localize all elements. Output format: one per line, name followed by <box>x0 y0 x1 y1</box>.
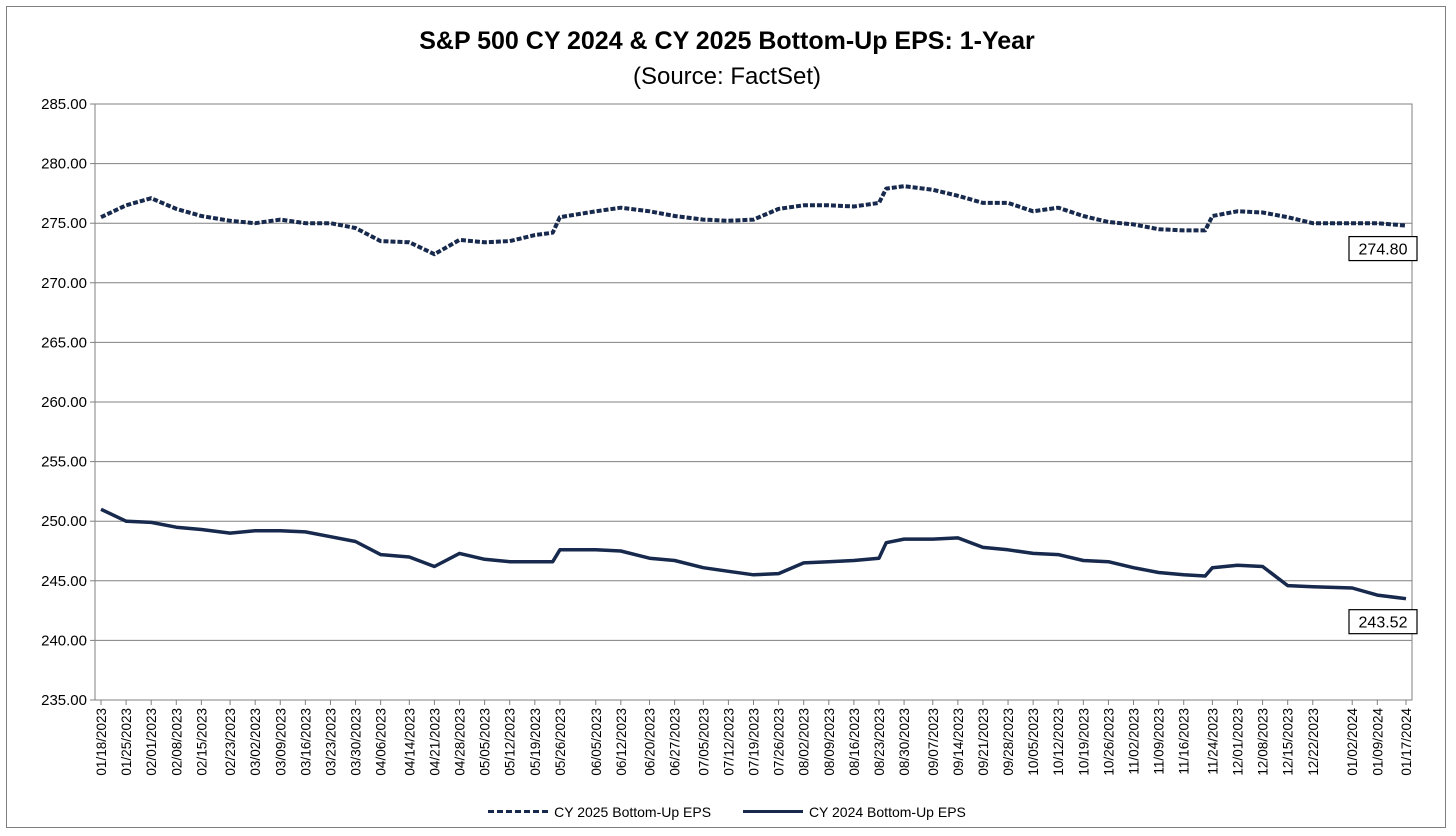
x-tick-label: 11/09/2023 <box>1152 708 1167 775</box>
x-tick-label: 02/23/2023 <box>223 708 238 776</box>
series-lines <box>100 184 1407 601</box>
series-line-cy2024 <box>100 507 1407 601</box>
x-tick-label: 04/06/2023 <box>374 708 389 776</box>
x-tick-label: 01/17/2024 <box>1399 708 1414 776</box>
x-tick-label: 06/27/2023 <box>668 708 683 776</box>
y-tick-label: 255.00 <box>41 454 87 471</box>
x-tick-label: 05/12/2023 <box>503 708 518 776</box>
x-tick-label: 11/24/2023 <box>1205 708 1220 775</box>
x-tick-label: 03/30/2023 <box>349 708 364 776</box>
x-tick-label: 11/16/2023 <box>1177 708 1192 775</box>
grid-lines <box>94 103 1413 701</box>
legend-label-cy2024: CY 2024 Bottom-Up EPS <box>808 803 966 820</box>
x-tick-label: 10/26/2023 <box>1101 708 1116 776</box>
x-tick-label: 06/20/2023 <box>643 708 658 776</box>
x-tick-label: 09/07/2023 <box>926 708 941 776</box>
x-tick-label: 01/09/2024 <box>1370 708 1385 776</box>
y-tick-label: 260.00 <box>41 394 87 411</box>
x-tick-label: 04/21/2023 <box>427 708 442 776</box>
y-tick-label: 265.00 <box>41 334 87 351</box>
x-tick-label: 11/02/2023 <box>1127 708 1142 775</box>
y-tick-label: 275.00 <box>41 215 87 232</box>
x-tick-label: 04/14/2023 <box>402 708 417 776</box>
legend-label-cy2025: CY 2025 Bottom-Up EPS <box>554 803 712 820</box>
y-tick-label: 250.00 <box>41 513 87 530</box>
chart-plot: 285.00 280.00 275.00 270.00 265.00 260.00 255.… <box>41 96 1418 776</box>
chart-subtitle: (Source: FactSet) <box>632 63 822 90</box>
x-tick-label: 12/15/2023 <box>1281 708 1296 776</box>
x-tick-label: 05/05/2023 <box>478 708 493 776</box>
y-tick-label: 280.00 <box>41 156 87 173</box>
end-value-label: 274.80 <box>1359 242 1408 259</box>
x-tick-label: 05/26/2023 <box>553 708 568 776</box>
x-tick-label: 02/01/2023 <box>144 708 159 776</box>
x-tick-label: 05/19/2023 <box>528 708 543 776</box>
end-label-box <box>1348 235 1418 262</box>
x-tick-label: 01/25/2023 <box>119 708 134 776</box>
x-tick-label: 08/16/2023 <box>847 708 862 776</box>
end-labels: 274.80 243.52 <box>1348 235 1418 635</box>
y-axis: 285.00 280.00 275.00 270.00 265.00 260.00 255.… <box>41 96 95 709</box>
chart-title: S&P 500 CY 2024 & CY 2025 Bottom-Up EPS:… <box>419 27 1035 55</box>
x-tick-label: 08/09/2023 <box>822 708 837 776</box>
x-tick-label: 10/19/2023 <box>1076 708 1091 776</box>
x-tick-label: 01/18/2023 <box>94 708 109 776</box>
x-tick-label: 02/08/2023 <box>169 708 184 776</box>
y-tick-label: 245.00 <box>41 573 87 590</box>
x-tick-label: 09/28/2023 <box>1001 708 1016 776</box>
legend-swatch-dashed <box>488 810 549 813</box>
x-tick-label: 12/08/2023 <box>1256 708 1271 776</box>
x-tick-label: 07/12/2023 <box>721 708 736 776</box>
x-axis: 01/18/2023 01/25/2023 02/01/2023 02/08/2023… <box>94 700 1414 776</box>
x-tick-label: 03/16/2023 <box>298 708 313 776</box>
y-tick-label: 285.00 <box>41 96 87 113</box>
y-tick-label: 240.00 <box>41 632 87 649</box>
legend-item-cy2024: CY 2024 Bottom-Up EPS <box>742 803 966 820</box>
x-tick-label: 09/21/2023 <box>976 708 991 776</box>
legend-item-cy2025: CY 2025 Bottom-Up EPS <box>488 804 711 820</box>
x-tick-label: 10/12/2023 <box>1051 708 1066 776</box>
x-tick-label: 12/22/2023 <box>1306 708 1321 776</box>
x-tick-label: 03/09/2023 <box>273 708 288 776</box>
x-tick-label: 07/26/2023 <box>772 708 787 776</box>
x-tick-label: 04/28/2023 <box>453 708 468 776</box>
x-tick-label: 10/05/2023 <box>1026 708 1041 776</box>
end-label-box <box>1348 609 1418 635</box>
y-tick-label: 270.00 <box>41 275 87 292</box>
legend-swatch-solid <box>742 810 803 813</box>
x-tick-label: 07/05/2023 <box>696 708 711 776</box>
series-line-cy2025 <box>100 184 1407 257</box>
x-tick-label: 09/14/2023 <box>951 708 966 776</box>
y-tick-label: 235.00 <box>41 692 87 709</box>
end-value-label: 243.52 <box>1359 615 1408 632</box>
x-tick-label: 07/19/2023 <box>747 708 762 776</box>
chart-frame: S&P 500 CY 2024 & CY 2025 Bottom-Up EPS:… <box>6 6 1446 828</box>
x-tick-label: 02/15/2023 <box>194 708 209 776</box>
x-tick-label: 03/23/2023 <box>323 708 338 776</box>
x-tick-label: 06/05/2023 <box>589 708 604 776</box>
x-tick-label: 08/30/2023 <box>897 708 912 776</box>
x-tick-label: 08/23/2023 <box>872 708 887 776</box>
legend: CY 2025 Bottom-Up EPS CY 2024 Bottom-Up … <box>7 800 1447 820</box>
x-tick-label: 03/02/2023 <box>248 708 263 776</box>
x-tick-label: 08/02/2023 <box>797 708 812 776</box>
x-tick-label: 12/01/2023 <box>1230 708 1245 776</box>
x-tick-label: 01/02/2024 <box>1345 708 1360 776</box>
x-tick-label: 06/12/2023 <box>614 708 629 776</box>
